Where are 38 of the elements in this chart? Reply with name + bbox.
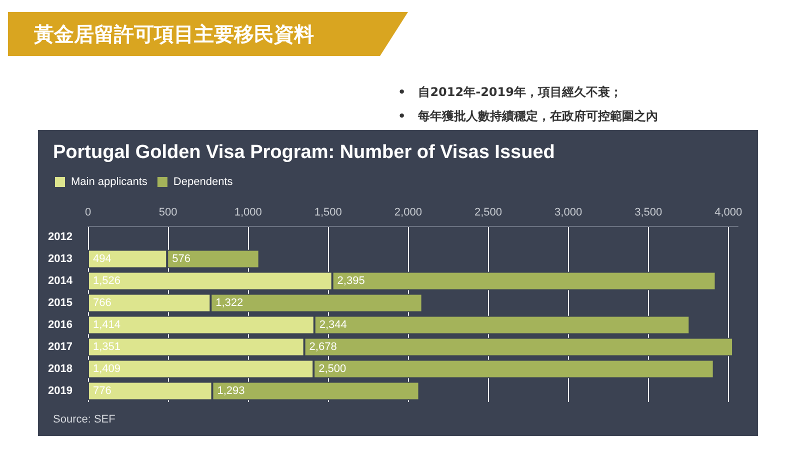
data-label: 776 — [93, 385, 112, 397]
data-label: 1,322 — [216, 297, 244, 309]
y-tick-label: 2017 — [48, 341, 72, 353]
y-tick-label: 2014 — [48, 275, 74, 287]
x-tick-label: 2,500 — [474, 206, 502, 218]
legend-label: Main applicants — [71, 176, 148, 188]
x-tick-label: 2,000 — [394, 206, 422, 218]
data-label: 2,678 — [309, 341, 337, 353]
text: • 自2012年-2019年，項目經久不衰； — [398, 84, 623, 101]
data-label: 576 — [172, 253, 190, 265]
x-tick-label: 3,000 — [554, 206, 582, 218]
data-label: 2,344 — [319, 319, 347, 331]
data-label: 1,526 — [93, 275, 121, 287]
data-label: 766 — [93, 297, 112, 309]
chart-title: Portugal Golden Visa Program: Number of Visas Issued — [53, 142, 555, 163]
data-label: 1,293 — [217, 385, 245, 397]
source-note: Source: SEF — [53, 414, 116, 426]
chart-subtitle: 黃金居留許可項目主要移民資料 — [8, 12, 408, 56]
y-tick-label: 2016 — [48, 319, 72, 331]
data-label: 2,500 — [318, 363, 346, 375]
data-label: 2,395 — [337, 275, 365, 287]
data-label: 1,409 — [93, 363, 121, 375]
y-tick-label: 2019 — [48, 385, 72, 397]
x-tick-label: 1,000 — [234, 206, 262, 218]
data-label: 1,414 — [93, 319, 121, 331]
x-tick-label: 500 — [158, 206, 178, 218]
x-tick-label: 1,500 — [314, 206, 342, 218]
x-tick-label: 0 — [84, 206, 92, 218]
x-tick-label: 4,000 — [714, 206, 742, 218]
text: • 每年獲批人數持續穩定，在政府可控範圍之內 — [398, 108, 658, 125]
x-tick-label: 3,500 — [634, 206, 662, 218]
data-label: 494 — [93, 253, 112, 265]
y-tick-label: 2015 — [48, 297, 72, 309]
y-tick-label: 2018 — [48, 363, 72, 375]
y-tick-label: 2012 — [48, 231, 72, 243]
data-label: 1,351 — [93, 341, 121, 353]
y-tick-label: 2013 — [48, 253, 72, 265]
legend-label: Dependents — [173, 176, 234, 188]
